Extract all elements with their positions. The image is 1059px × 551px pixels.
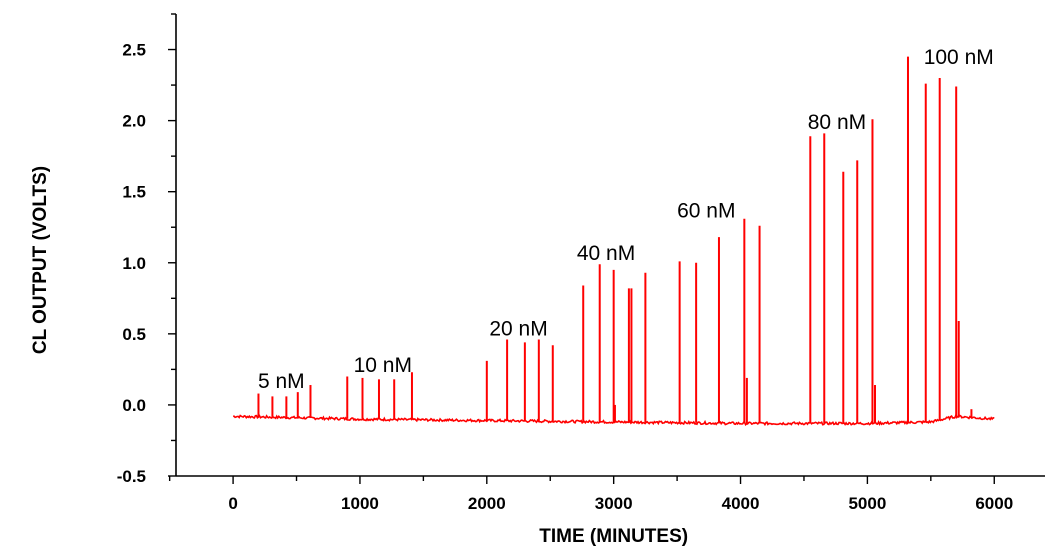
y-tick-label: 1.5: [122, 183, 146, 202]
x-tick-label: 0: [228, 494, 237, 513]
annotations: 5 nM 10 nM 20 nM 40 nM 60 nM 80 nM 100 nM: [258, 46, 994, 393]
concentration-label: 40 nM: [577, 242, 635, 265]
y-tick-label: 0.0: [122, 396, 146, 415]
y-axis-title: CL OUTPUT (VOLTS): [30, 166, 51, 354]
concentration-label: 10 nM: [354, 354, 412, 377]
concentration-label: 80 nM: [808, 111, 866, 134]
y-tick-label: -0.5: [117, 467, 146, 486]
axes: [175, 14, 1045, 477]
concentration-label: 100 nM: [924, 46, 994, 69]
x-axis-title: TIME (MINUTES): [539, 526, 688, 547]
concentration-label: 5 nM: [258, 370, 305, 393]
concentration-label: 20 nM: [489, 317, 547, 340]
series: [233, 56, 995, 427]
x-tick-label: 1000: [341, 494, 379, 513]
baseline-trace: [233, 413, 995, 427]
y-tick-label: 0.5: [122, 325, 146, 344]
x-tick-label: 5000: [848, 494, 886, 513]
y-tick-label: 2.0: [122, 112, 146, 131]
x-tick-label: 3000: [595, 494, 633, 513]
x-tick-label: 2000: [468, 494, 506, 513]
ticks: 0 1000 2000 3000 4000 5000 6000 -0.5 0.0 0.5 1.0 1.…: [117, 13, 1013, 513]
y-tick-label: 2.5: [122, 41, 146, 60]
y-tick-label: 1.0: [122, 254, 146, 273]
concentration-label: 60 nM: [677, 199, 735, 222]
x-tick-label: 6000: [975, 494, 1013, 513]
x-tick-label: 4000: [722, 494, 760, 513]
